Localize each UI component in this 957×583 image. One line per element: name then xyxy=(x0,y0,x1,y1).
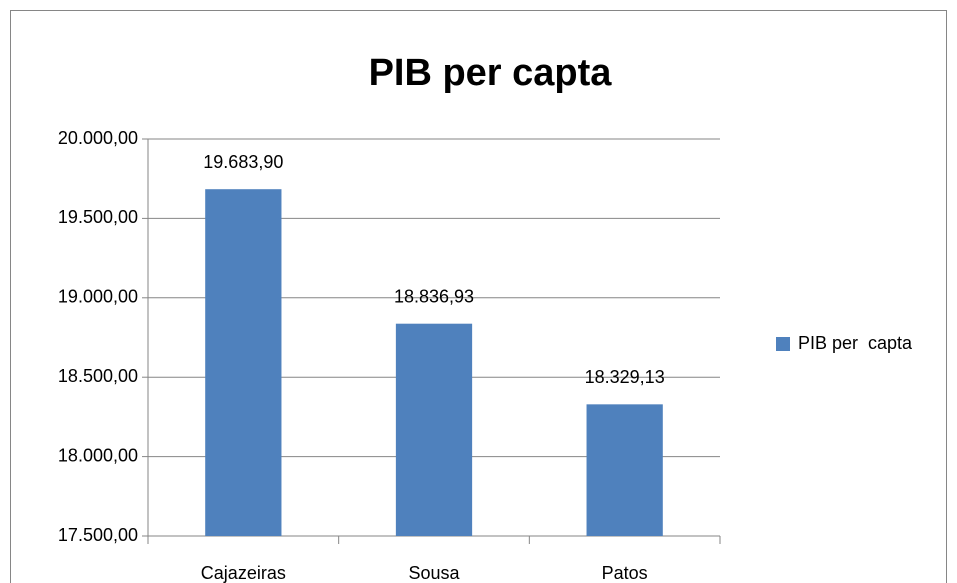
x-tick-label: Sousa xyxy=(408,563,460,583)
legend-swatch xyxy=(776,337,790,351)
y-tick-label: 18.000,00 xyxy=(58,445,138,465)
y-tick-label: 17.500,00 xyxy=(58,525,138,545)
bar xyxy=(586,404,663,536)
chart-frame xyxy=(10,10,947,583)
bar xyxy=(395,323,473,536)
y-tick-label: 20.000,00 xyxy=(58,128,138,148)
bar xyxy=(205,189,282,536)
y-tick-label: 18.500,00 xyxy=(58,366,138,386)
y-tick-label: 19.000,00 xyxy=(58,287,138,307)
x-tick-label: Patos xyxy=(602,563,648,583)
y-tick-label: 19.500,00 xyxy=(58,207,138,227)
legend-label: PIB per capta xyxy=(798,333,913,353)
data-label: 18.836,93 xyxy=(394,286,474,306)
x-tick-label: Cajazeiras xyxy=(201,563,286,583)
data-label: 18.329,13 xyxy=(585,367,665,387)
data-label: 19.683,90 xyxy=(203,152,283,172)
chart-title: PIB per capta xyxy=(369,52,613,94)
